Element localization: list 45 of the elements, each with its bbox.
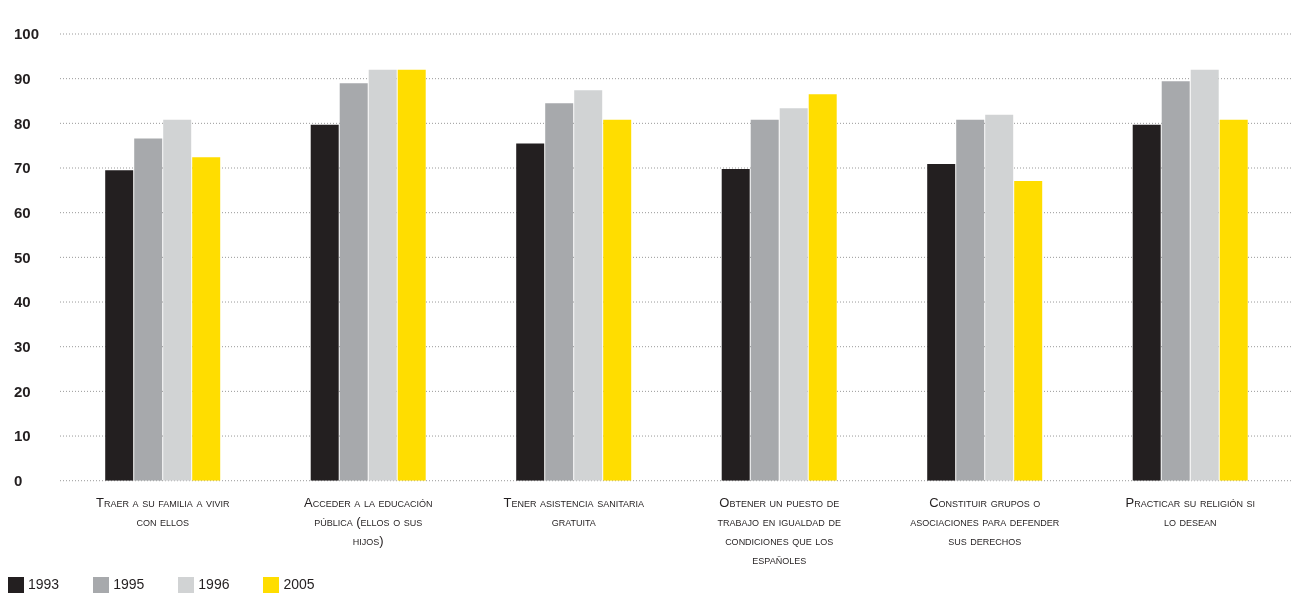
- x-tick-label: Tener asistencia sanitaria gratuita: [503, 494, 645, 529]
- legend-label: 1993: [28, 575, 60, 592]
- bar: [927, 163, 956, 481]
- y-tick-label: 100: [14, 25, 40, 43]
- x-tick-label: Traer a su familia a vivir con ellos: [95, 494, 231, 529]
- bar: [134, 138, 163, 481]
- bar: [779, 108, 808, 481]
- bar: [1190, 69, 1219, 481]
- legend-label: 2005: [283, 575, 315, 592]
- bar: [1161, 81, 1190, 481]
- x-tick-label: Constituir grupos o asociaciones para defender sus derechos: [910, 494, 1060, 548]
- bar: [368, 69, 397, 481]
- bar: [808, 94, 837, 481]
- bar: [339, 83, 368, 481]
- legend-label: 1996: [198, 575, 230, 592]
- bar: [1219, 119, 1248, 481]
- bar: [721, 168, 750, 481]
- bar: [545, 103, 574, 481]
- bar: [397, 69, 426, 481]
- bar: [192, 157, 221, 481]
- y-tick-label: 50: [14, 248, 31, 266]
- y-tick-label: 60: [14, 204, 31, 222]
- bar: [574, 90, 603, 481]
- x-tick-label: Acceder a la educación pública (ellos o sus hijos): [303, 494, 433, 548]
- bar: [603, 119, 632, 481]
- x-tick-label: Obtener un puesto de trabajo en igualdad de condiciones que los españoles: [717, 494, 841, 567]
- y-tick-label: 10: [14, 427, 31, 445]
- bar: [516, 143, 545, 481]
- y-tick-label: 40: [14, 293, 31, 311]
- y-tick-label: 30: [14, 338, 31, 356]
- bar: [956, 119, 985, 481]
- bar: [985, 114, 1014, 481]
- bar: [750, 119, 779, 481]
- y-tick-label: 20: [14, 382, 31, 400]
- y-tick-label: 0: [14, 472, 23, 490]
- bar: [310, 124, 339, 481]
- y-tick-label: 70: [14, 159, 31, 177]
- legend-label: 1995: [113, 575, 145, 592]
- y-tick-label: 80: [14, 114, 31, 132]
- bar: [163, 119, 192, 481]
- bar: [1132, 124, 1161, 481]
- bar: [1014, 180, 1043, 481]
- y-tick-label: 90: [14, 70, 31, 87]
- bar: [105, 170, 134, 481]
- x-tick-label: Practicar su religión si lo desean: [1125, 494, 1256, 529]
